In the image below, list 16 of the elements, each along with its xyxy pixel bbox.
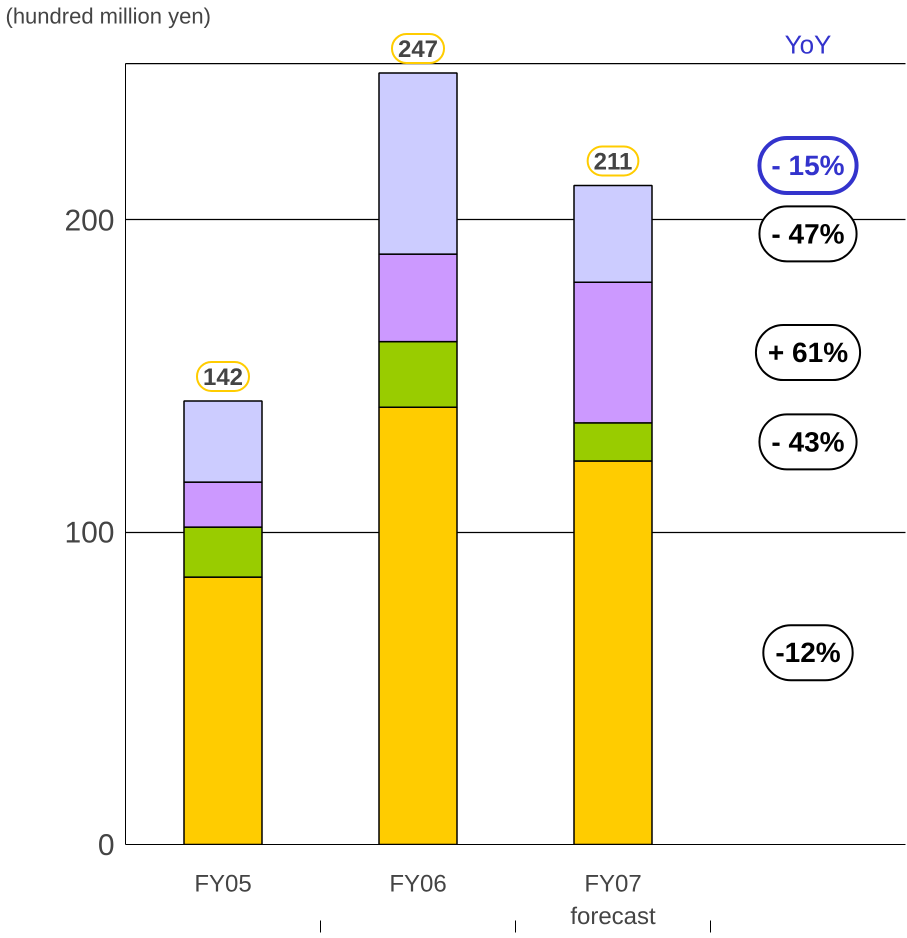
total-label: 247	[398, 36, 438, 64]
annotation: -12%	[775, 637, 841, 668]
y-tick-label: 0	[98, 829, 115, 862]
y-tick-label: 200	[64, 204, 115, 238]
annotation: - 43%	[771, 426, 845, 458]
annotation: + 61%	[768, 337, 848, 368]
total-label: 142	[202, 364, 244, 391]
text: YoY	[784, 30, 832, 60]
total-label: 211	[594, 148, 632, 176]
x-tick-label: FY07 forecast	[570, 870, 656, 930]
annotation: - 15%	[771, 150, 845, 181]
x-tick-label: FY06	[389, 870, 447, 898]
annotation: - 47%	[771, 218, 845, 250]
x-tick-label: FY05	[194, 870, 252, 898]
y-tick-label: 100	[64, 516, 115, 550]
y-axis-title: (hundred million yen)	[6, 4, 211, 28]
